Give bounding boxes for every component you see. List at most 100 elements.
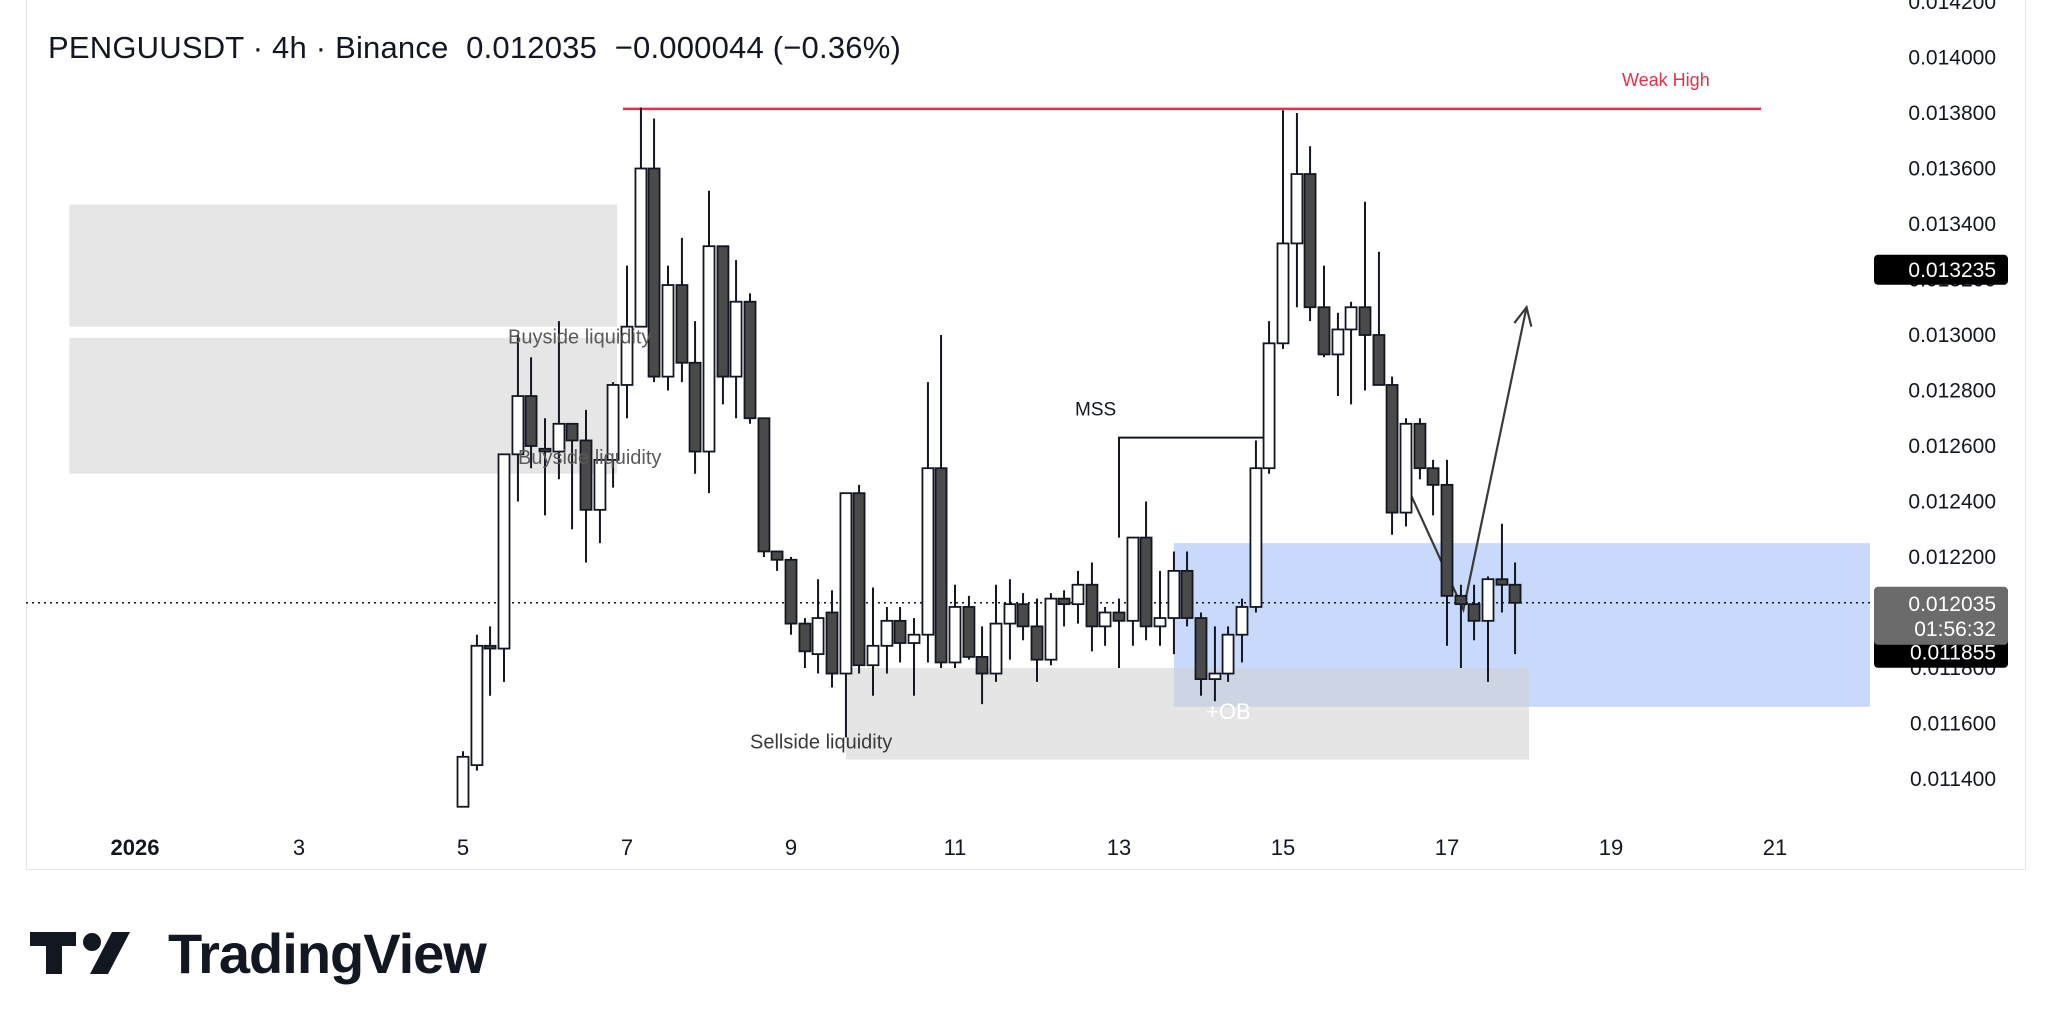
- candle-body: [1126, 536, 1140, 622]
- time-tick-label: 17: [1435, 835, 1459, 860]
- candle-body: [593, 458, 607, 511]
- time-tick-label: 15: [1271, 835, 1295, 860]
- candle-body: [1426, 467, 1440, 486]
- order-block-label: +OB: [1206, 699, 1251, 724]
- candle-body: [1331, 328, 1345, 356]
- buyside-liquidity-label-upper: Buyside liquidity: [508, 327, 651, 349]
- price-label-tag-bg: [1874, 637, 2008, 668]
- time-tick-label: 21: [1763, 835, 1787, 860]
- candle-body: [1139, 536, 1153, 628]
- brand-name: TradingView: [168, 921, 487, 985]
- countdown-price: 0.012035: [1908, 593, 1996, 616]
- candle-body: [1180, 569, 1194, 619]
- candle-body: [825, 611, 839, 675]
- candle-body: [565, 422, 579, 442]
- separator: [449, 30, 467, 65]
- candle-body: [1003, 603, 1017, 625]
- tradingview-branding[interactable]: TradingView: [30, 918, 487, 988]
- annotation-text-layer: Weak High MSS Buyside liquidity Buyside liq…: [508, 70, 1710, 754]
- candle-body: [743, 300, 757, 420]
- time-tick-label: 5: [457, 835, 469, 860]
- candle-body: [1399, 422, 1413, 514]
- time-tick-label: 3: [293, 835, 305, 860]
- price-label-tag: 0.013235: [1908, 259, 1996, 282]
- tradingview-logo-icon: [30, 932, 130, 974]
- mss-label: MSS: [1075, 400, 1116, 421]
- candle-body: [1208, 672, 1222, 680]
- price-tick-label: 0.013000: [1908, 324, 1996, 347]
- candle-body: [962, 606, 976, 658]
- candles-layer: [456, 107, 1522, 808]
- candle-body: [1508, 583, 1522, 604]
- candle-body: [552, 422, 566, 453]
- candle-body: [1112, 611, 1126, 622]
- candle-body: [1221, 633, 1235, 675]
- candle-body: [688, 361, 702, 453]
- candle-body: [497, 453, 511, 650]
- candle-body: [1303, 173, 1317, 309]
- candle-body: [538, 447, 552, 453]
- time-tick-label: 2026: [111, 835, 160, 860]
- candle-body: [511, 395, 525, 456]
- candle-body: [1454, 594, 1468, 606]
- candle-body: [975, 656, 989, 675]
- candle-body: [948, 606, 962, 664]
- candle-body: [1235, 606, 1249, 636]
- symbol-header[interactable]: PENGUUSDT · 4h · Binance 0.012035 −0.000…: [48, 30, 901, 66]
- candle-body: [1249, 467, 1263, 608]
- candle-body: [1030, 625, 1044, 661]
- candle-body: [524, 395, 538, 447]
- price-tick-label: 0.013600: [1908, 158, 1996, 181]
- price-label-tag-bg: [1874, 254, 2008, 285]
- annotation-lines-layer: [26, 107, 1870, 614]
- buyside-liquidity-zone-upper: [69, 204, 618, 327]
- countdown-time: 01:56:32: [1914, 618, 1996, 641]
- candle-body: [1153, 617, 1167, 628]
- projection-arrowhead: [1513, 304, 1533, 327]
- candle-body: [634, 167, 648, 328]
- price-tick-label: 0.012200: [1908, 546, 1996, 569]
- price-tick-label: 0.011600: [1910, 713, 1996, 736]
- candle-body: [866, 644, 880, 667]
- candle-body: [661, 284, 675, 378]
- candle-body: [579, 439, 593, 511]
- sellside-liquidity-zone: [845, 668, 1529, 760]
- separator: ·: [306, 30, 336, 65]
- candle-body: [1385, 384, 1399, 514]
- separator: [764, 30, 773, 65]
- price-tick-label: 0.013400: [1908, 213, 1996, 236]
- price-tick-label: 0.014200: [1908, 0, 1996, 14]
- price-tick-label: 0.013800: [1908, 102, 1996, 125]
- candle-body: [811, 617, 825, 656]
- candle-body: [1495, 578, 1509, 586]
- candle-body: [1016, 603, 1030, 628]
- buyside-liquidity-label-lower: Buyside liquidity: [518, 447, 661, 469]
- last-price: 0.012035: [466, 30, 598, 65]
- sellside-liquidity-label: Sellside liquidity: [750, 732, 892, 754]
- candle-body: [1085, 583, 1099, 628]
- candle-body: [1167, 569, 1181, 619]
- candle-body: [1413, 422, 1427, 470]
- separator: [597, 30, 615, 65]
- price-tick-label: 0.012600: [1908, 435, 1996, 458]
- candle-body: [1290, 173, 1304, 245]
- candle-body: [606, 384, 620, 461]
- candle-body: [893, 619, 907, 644]
- candle-body: [1358, 306, 1372, 336]
- candle-body: [770, 550, 784, 561]
- chart-frame: [26, 0, 2026, 870]
- candle-body: [1262, 342, 1276, 470]
- candle-body: [1317, 306, 1331, 356]
- exchange: Binance: [335, 30, 449, 65]
- time-tick-label: 7: [621, 835, 633, 860]
- price-change: −0.000044: [614, 30, 764, 65]
- candle-body: [1467, 603, 1481, 622]
- zones-layer: [69, 204, 1870, 760]
- time-tick-label: 9: [785, 835, 797, 860]
- candle-body: [456, 755, 470, 808]
- price-tick-label: 0.014000: [1908, 47, 1996, 70]
- separator: ·: [243, 30, 273, 65]
- candle-body: [1194, 617, 1208, 680]
- candle-body: [989, 622, 1003, 675]
